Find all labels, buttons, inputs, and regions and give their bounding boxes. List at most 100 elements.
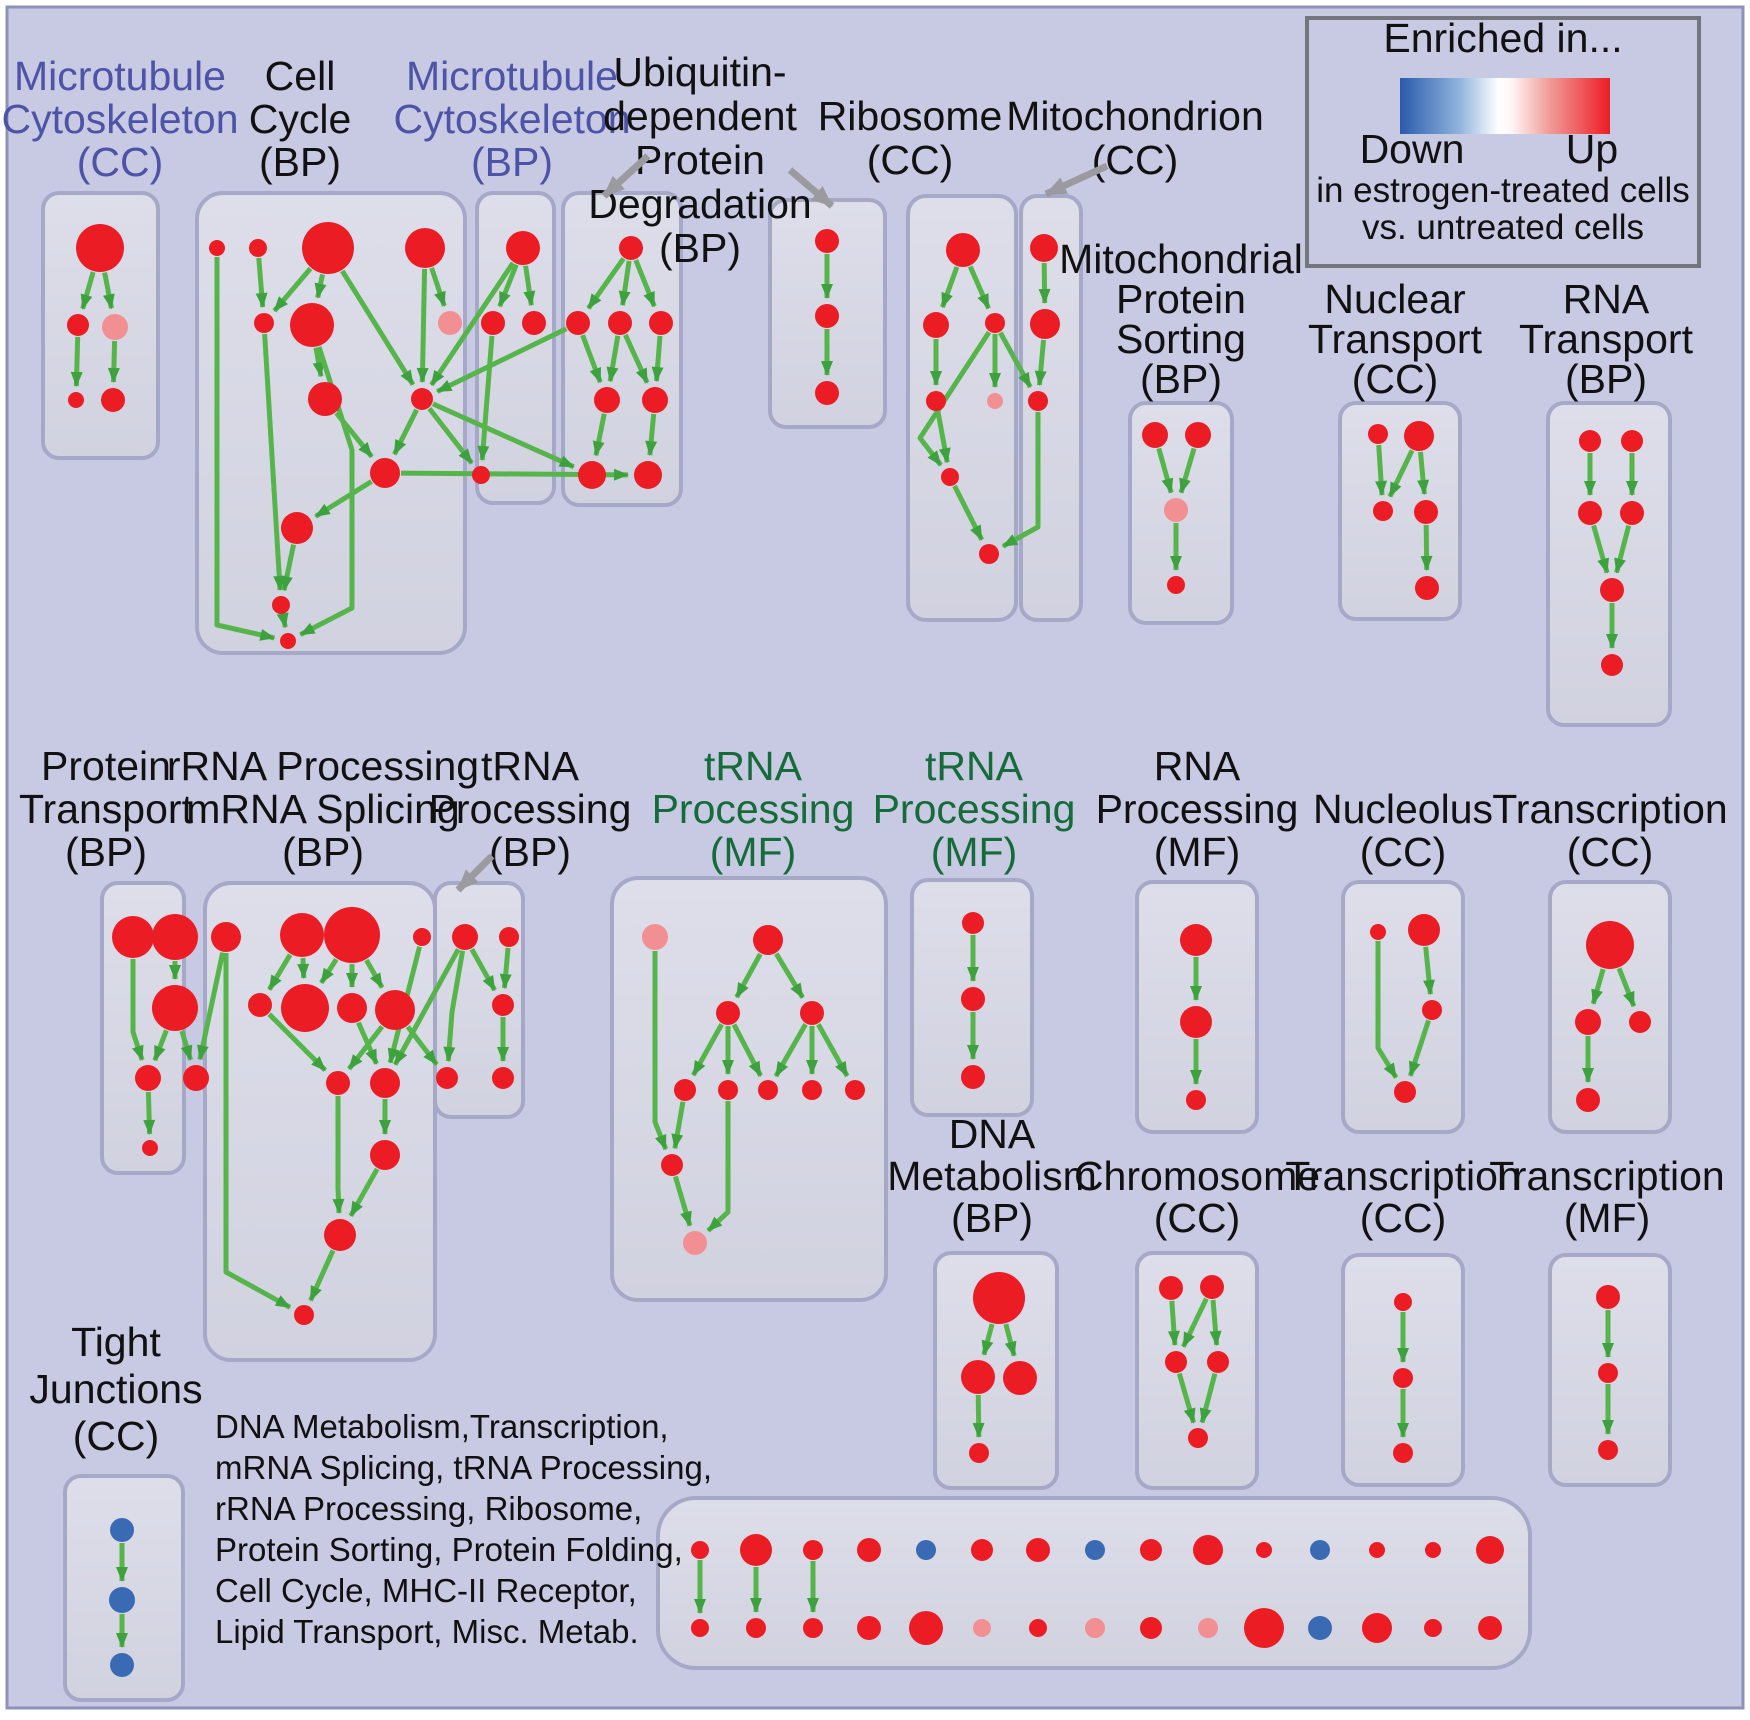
edge-cell-cycle-n4-n7: [429, 267, 447, 307]
edge-trna-mf-1-k2-k4: [774, 952, 805, 999]
go-term-node-mt-bp-m4: [472, 466, 490, 484]
edge-chromosome-h1-h3: [1167, 1300, 1180, 1347]
edge-cell-cycle-n9-n10: [392, 408, 419, 456]
go-term-node-transcription-cc-upper-c4: [1576, 1088, 1600, 1112]
pointer-arrow-to-ubiquitin-box1: [601, 153, 651, 199]
go-term-node-trna-mf-1-k11: [683, 1231, 707, 1255]
go-term-node-cell-cycle-n12: [272, 596, 290, 614]
pointer-arrow-to-ubiquitin-box2: [787, 167, 835, 209]
go-term-node-ubiquitin-2-v3: [815, 381, 839, 405]
go-term-node-mitochondrion-w3: [1028, 391, 1048, 411]
go-term-node-misc-cluster-wt13: [1369, 1542, 1385, 1558]
label-ubiquitin-degradation-bp: Ubiquitin-dependent Protein Degradation (BP…: [588, 49, 811, 271]
edge-ubiquitin-1-u4-u6: [651, 335, 664, 383]
edge-nuclear-transport-nt4-nt5: [1420, 524, 1433, 572]
edge-mitochondrion-w1-w2: [1038, 262, 1051, 305]
go-term-node-misc-cluster-wb4: [857, 1616, 881, 1640]
go-term-node-cell-cycle-n1: [209, 240, 225, 256]
edge-protein-transport-p3-p4: [152, 1029, 169, 1062]
edge-rna-transport-rt4-rt5: [1614, 524, 1632, 574]
go-term-node-rrna-mrna-q11: [370, 1140, 400, 1170]
go-term-node-dna-metabolism-d2: [961, 1360, 995, 1394]
go-term-node-mt-bp-m3: [522, 311, 546, 335]
go-term-node-misc-cluster-wt3: [803, 1540, 823, 1560]
go-term-node-transcription-mf-f2: [1598, 1363, 1618, 1383]
edge-cell-cycle-n11-n12: [281, 544, 296, 592]
go-term-node-misc-cluster-wt6: [971, 1539, 993, 1561]
go-term-node-rna-transport-rt2: [1621, 430, 1643, 452]
label-misc-annotation: DNA Metabolism,Transcription, mRNA Splici…: [215, 1408, 712, 1650]
go-term-node-trna-mf-1-k6: [718, 1080, 738, 1100]
go-term-node-ribosome-r2: [923, 312, 949, 338]
pointer-arrow-to-trna-bp-box: [455, 853, 495, 893]
go-term-node-cell-cycle-n8: [308, 382, 342, 416]
go-term-node-misc-cluster-wt15: [1476, 1536, 1504, 1564]
edge-chromosome-h3-h5: [1176, 1372, 1196, 1424]
go-term-node-trna-mf-1-k8: [802, 1080, 822, 1100]
go-term-node-misc-cluster-wb2: [746, 1618, 766, 1638]
edge-cell-cycle-n3-n5: [272, 266, 313, 313]
edge-trna-mf-1-k6-k11: [706, 1101, 731, 1233]
go-term-node-ribosome-r1: [946, 233, 980, 267]
edge-cell-cycle-n1-n13: [214, 257, 276, 641]
go-term-node-chromosome-h2: [1200, 1275, 1224, 1299]
edge-mt-bp-m1-m3: [523, 265, 536, 307]
group-box-ribosome: [906, 194, 1018, 622]
go-term-node-rrna-mrna-q12: [324, 1219, 356, 1251]
edge-nuclear-transport-nt1-nt3: [1375, 444, 1388, 497]
legend-subtitle-1: in estrogen-treated cells: [1316, 171, 1690, 210]
go-term-node-nuclear-transport-nt4: [1414, 500, 1438, 524]
group-box-rna-transport: [1546, 401, 1672, 727]
go-term-node-transcription-cc-upper-c1: [1586, 921, 1634, 969]
go-term-node-misc-cluster-wb15: [1478, 1616, 1502, 1640]
go-term-node-ubiquitin-1-u2: [566, 311, 590, 335]
go-term-node-chromosome-h1: [1159, 1276, 1183, 1300]
go-term-node-dna-metabolism-d4: [969, 1443, 989, 1463]
go-term-node-mt-cc-a: [76, 224, 124, 272]
go-term-node-protein-transport-p2: [152, 914, 198, 960]
go-term-node-chromosome-h4: [1207, 1351, 1229, 1373]
label-mitochondrion-cc: Mitochondrion (CC): [1006, 93, 1264, 183]
go-term-node-tight-junctions-j3: [110, 1653, 134, 1677]
go-term-node-dna-metabolism-d1: [973, 1272, 1025, 1324]
edge-ubiquitin-1-u1-u4: [633, 259, 657, 308]
edge-rrna-mrna-q2-q6: [297, 957, 310, 980]
edge-nuclear-transport-nt2-nt4: [1417, 451, 1430, 496]
cross-edge-u2-n9: [436, 326, 568, 394]
go-term-node-misc-cluster-wb3: [803, 1618, 823, 1638]
edge-chromosome-h2-h4: [1209, 1299, 1222, 1347]
go-term-node-tight-junctions-j2: [109, 1587, 135, 1613]
go-term-node-misc-cluster-wb12: [1308, 1616, 1332, 1640]
cross-edge-n9-m4: [427, 406, 474, 465]
go-term-node-trna-mf-2-x1: [962, 912, 984, 934]
label-protein-transport-bp: Protein Transport (BP): [19, 743, 194, 875]
go-term-node-nucleolus-z1: [1370, 924, 1386, 940]
group-box-transcription-cc-upper: [1548, 880, 1672, 1134]
go-term-node-rrna-mrna-q8: [375, 990, 415, 1030]
go-term-node-trna-bp-t3: [492, 994, 514, 1016]
go-term-node-misc-cluster-wt4: [857, 1538, 881, 1562]
go-term-node-misc-cluster-wt5: [916, 1540, 936, 1560]
label-mitochondrial-protein-sorting-bp: Mitochondrial Protein Sorting (BP): [1059, 236, 1303, 402]
edge-ubiquitin-1-u3-u5: [606, 335, 621, 383]
go-term-node-rna-processing-mf-y2: [1180, 1006, 1212, 1038]
label-transcription-cc-lower: Transcription (CC): [1285, 1153, 1520, 1241]
go-term-node-misc-cluster-wb7: [1029, 1619, 1047, 1637]
go-term-node-misc-cluster-wt11: [1256, 1542, 1272, 1558]
group-box-chromosome: [1135, 1251, 1259, 1490]
group-box-mt-cc: [41, 191, 160, 460]
edge-cell-cycle-n2-n5: [255, 257, 268, 309]
edge-mito-protein-sorting-s1-s3: [1156, 447, 1174, 494]
go-term-node-misc-cluster-wb10: [1198, 1618, 1218, 1638]
edge-ubiquitin-1-u5-u7: [592, 413, 607, 457]
edge-dna-metabolism-d1-d2: [981, 1323, 995, 1356]
label-transcription-cc-upper: Transcription (CC): [1492, 786, 1727, 875]
group-box-mt-bp: [475, 191, 556, 505]
legend-up-label: Up: [1566, 126, 1618, 172]
edge-trna-mf-1-k10-k11: [672, 1175, 693, 1227]
edge-rrna-mrna-q8-q9: [347, 1025, 385, 1071]
legend-subtitle-2: vs. untreated cells: [1362, 208, 1644, 247]
go-term-node-mt-cc-d: [68, 392, 84, 408]
edge-mt-bp-m1-m2: [497, 263, 519, 308]
